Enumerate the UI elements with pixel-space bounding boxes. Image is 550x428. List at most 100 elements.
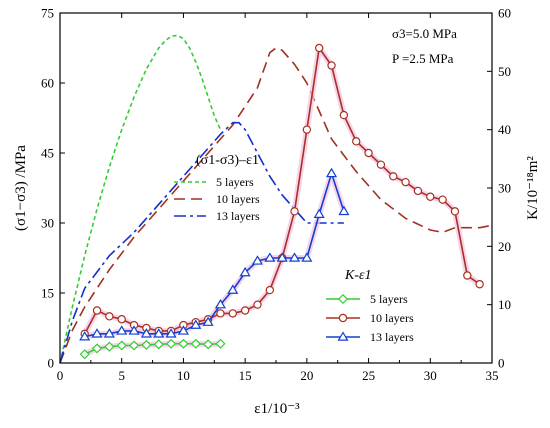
permeability-point-3 bbox=[177, 325, 189, 335]
permeability-series-group bbox=[79, 43, 484, 360]
stress-legend-label: 5 layers bbox=[216, 175, 254, 189]
permeability-legend-marker bbox=[337, 293, 349, 305]
permeability-point-3 bbox=[202, 316, 214, 326]
y-left-tick-label: 0 bbox=[48, 356, 55, 371]
permeability-point-3 bbox=[264, 252, 276, 262]
permeability-point-2 bbox=[475, 280, 484, 289]
permeability-point-3 bbox=[227, 284, 239, 294]
stress-legend-label: 10 layers bbox=[216, 192, 260, 206]
stress-legend-label: 13 layers bbox=[216, 209, 260, 223]
y-left-tick-label: 30 bbox=[41, 216, 54, 231]
x-tick-label: 10 bbox=[177, 368, 190, 383]
stress-line-3 bbox=[59, 121, 344, 364]
permeability-point-3 bbox=[190, 319, 202, 329]
permeability-point-1 bbox=[166, 338, 177, 349]
y-left-tick-label: 60 bbox=[41, 76, 54, 91]
permeability-point-3 bbox=[79, 331, 91, 341]
permeability-point-3 bbox=[153, 328, 165, 338]
y-right-tick-label: 20 bbox=[498, 239, 511, 254]
permeability-legend: 5 layers 10 layers 13 layers bbox=[326, 292, 414, 344]
permeability-point-3 bbox=[325, 167, 338, 178]
permeability-legend-label: 13 layers bbox=[370, 330, 414, 344]
y-right-tick-label: 50 bbox=[498, 64, 511, 79]
y-left-tick-label: 15 bbox=[41, 286, 54, 301]
permeability-point-2 bbox=[401, 177, 410, 187]
permeability-point-3 bbox=[239, 266, 251, 277]
x-tick-label: 30 bbox=[424, 368, 437, 383]
permeability-point-3 bbox=[103, 328, 115, 338]
permeability-point-1 bbox=[79, 349, 90, 360]
x-tick-label: 15 bbox=[239, 368, 252, 383]
permeability-point-2 bbox=[253, 300, 262, 309]
permeability-point-2 bbox=[105, 312, 114, 321]
permeability-point-3 bbox=[251, 255, 264, 265]
permeability-point-2 bbox=[450, 207, 460, 216]
permeability-point-1 bbox=[153, 339, 164, 350]
permeability-point-2 bbox=[389, 172, 398, 181]
permeability-point-3 bbox=[128, 325, 140, 335]
permeability-point-1 bbox=[91, 343, 103, 354]
permeability-point-1 bbox=[141, 339, 152, 350]
permeability-point-1 bbox=[215, 338, 226, 349]
x-tick-label: 25 bbox=[362, 368, 375, 383]
stress-line-2 bbox=[59, 47, 493, 364]
permeability-point-1 bbox=[203, 339, 214, 350]
permeability-legend-marker bbox=[338, 313, 348, 323]
stress-series-group bbox=[59, 34, 493, 364]
permeability-point-3 bbox=[313, 208, 325, 218]
permeability-legend-marker bbox=[337, 331, 349, 341]
permeability-point-3 bbox=[301, 252, 313, 262]
permeability-point-2 bbox=[463, 271, 472, 280]
permeability-point-2 bbox=[327, 61, 336, 70]
permeability-point-3 bbox=[214, 298, 227, 309]
permeability-point-2 bbox=[315, 43, 324, 53]
permeability-point-3 bbox=[91, 328, 103, 338]
permeability-point-2 bbox=[376, 160, 386, 169]
annotation-pressure: P =2.5 MPa bbox=[392, 51, 454, 66]
y-right-tick-label: 0 bbox=[498, 356, 505, 371]
x-tick-label: 35 bbox=[486, 368, 499, 383]
permeability-point-2 bbox=[265, 285, 275, 295]
permeability-point-1 bbox=[190, 338, 201, 349]
x-tick-label: 0 bbox=[57, 368, 64, 383]
permeability-legend-label: 10 layers bbox=[370, 311, 414, 325]
permeability-legend-title: K-ε1 bbox=[344, 268, 372, 283]
permeability-point-1 bbox=[178, 338, 189, 349]
y-left-tick-label: 45 bbox=[41, 146, 54, 161]
x-axis-label: ε1/10⁻³ bbox=[254, 401, 300, 417]
permeability-point-3 bbox=[116, 325, 128, 335]
y-right-tick-label: 60 bbox=[498, 6, 511, 21]
permeability-point-3 bbox=[288, 252, 301, 262]
permeability-point-3 bbox=[276, 252, 288, 262]
y-axis-right-label: K/10⁻¹⁸m² bbox=[525, 156, 541, 220]
permeability-point-2 bbox=[352, 137, 361, 146]
permeability-point-1 bbox=[104, 341, 115, 352]
permeability-point-2 bbox=[413, 186, 423, 196]
permeability-point-2 bbox=[302, 125, 312, 134]
permeability-point-2 bbox=[216, 309, 225, 318]
permeability-point-1 bbox=[116, 340, 127, 351]
permeability-point-3 bbox=[140, 328, 152, 338]
y-right-tick-label: 10 bbox=[498, 297, 511, 312]
permeability-point-2 bbox=[339, 110, 349, 120]
annotation-sigma3: σ3=5.0 MPa bbox=[392, 26, 457, 41]
y-right-tick-label: 40 bbox=[498, 122, 511, 137]
permeability-point-2 bbox=[438, 195, 447, 204]
permeability-line-3 bbox=[84, 170, 345, 338]
x-tick-label: 5 bbox=[118, 368, 125, 383]
y-axis-left-label: (σ1−σ3) /MPa bbox=[13, 145, 29, 231]
stress-legend: 5 layers 10 layers 13 layers bbox=[174, 175, 260, 223]
stress-legend-title: (σ1-σ3)–ε1 bbox=[196, 153, 259, 168]
permeability-point-2 bbox=[228, 309, 237, 318]
permeability-point-2 bbox=[426, 192, 435, 201]
permeability-point-3 bbox=[165, 328, 177, 338]
y-left-tick-label: 75 bbox=[41, 6, 54, 21]
permeability-point-2 bbox=[364, 148, 373, 158]
permeability-legend-label: 5 layers bbox=[370, 292, 408, 306]
permeability-point-1 bbox=[129, 340, 140, 351]
permeability-point-2 bbox=[290, 207, 299, 216]
x-tick-label: 20 bbox=[300, 368, 313, 383]
permeability-point-2 bbox=[240, 306, 250, 315]
